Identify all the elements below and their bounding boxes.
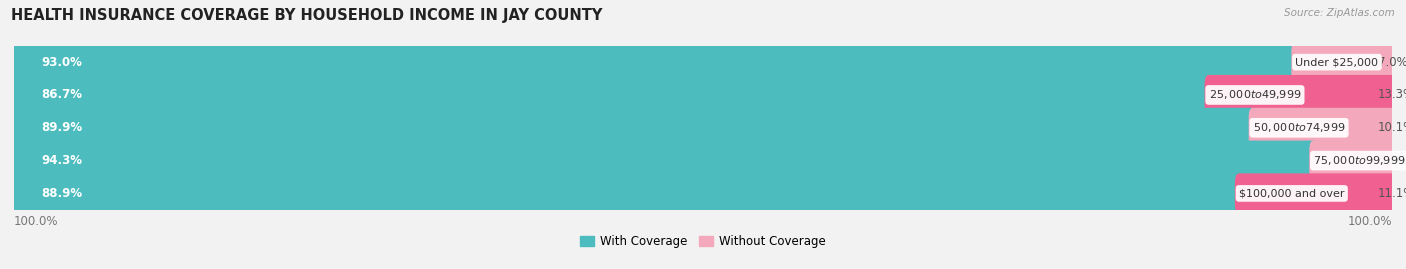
Text: 94.3%: 94.3% — [42, 154, 83, 167]
Text: 88.9%: 88.9% — [42, 187, 83, 200]
FancyBboxPatch shape — [10, 75, 1213, 115]
Text: 89.9%: 89.9% — [42, 121, 83, 134]
Text: $50,000 to $74,999: $50,000 to $74,999 — [1253, 121, 1346, 134]
Text: $25,000 to $49,999: $25,000 to $49,999 — [1209, 89, 1301, 101]
Text: 100.0%: 100.0% — [1347, 215, 1392, 228]
FancyBboxPatch shape — [1249, 108, 1396, 148]
FancyBboxPatch shape — [1291, 42, 1396, 82]
Text: 7.0%: 7.0% — [1378, 56, 1406, 69]
Text: $100,000 and over: $100,000 and over — [1239, 188, 1344, 199]
Text: 93.0%: 93.0% — [42, 56, 83, 69]
FancyBboxPatch shape — [14, 115, 1392, 141]
Text: 5.7%: 5.7% — [1378, 154, 1406, 167]
FancyBboxPatch shape — [14, 147, 1392, 174]
FancyBboxPatch shape — [1205, 75, 1396, 115]
Text: $75,000 to $99,999: $75,000 to $99,999 — [1313, 154, 1406, 167]
FancyBboxPatch shape — [10, 174, 1243, 213]
Text: Under $25,000: Under $25,000 — [1295, 57, 1378, 67]
FancyBboxPatch shape — [1309, 141, 1396, 180]
Text: HEALTH INSURANCE COVERAGE BY HOUSEHOLD INCOME IN JAY COUNTY: HEALTH INSURANCE COVERAGE BY HOUSEHOLD I… — [11, 8, 603, 23]
FancyBboxPatch shape — [1234, 174, 1396, 213]
Text: 10.1%: 10.1% — [1378, 121, 1406, 134]
FancyBboxPatch shape — [10, 108, 1257, 148]
Text: Source: ZipAtlas.com: Source: ZipAtlas.com — [1284, 8, 1395, 18]
Legend: With Coverage, Without Coverage: With Coverage, Without Coverage — [575, 231, 831, 253]
FancyBboxPatch shape — [14, 180, 1392, 207]
FancyBboxPatch shape — [10, 42, 1299, 82]
FancyBboxPatch shape — [14, 49, 1392, 75]
Text: 100.0%: 100.0% — [14, 215, 59, 228]
Text: 11.1%: 11.1% — [1378, 187, 1406, 200]
Text: 13.3%: 13.3% — [1378, 89, 1406, 101]
FancyBboxPatch shape — [10, 141, 1317, 180]
Text: 86.7%: 86.7% — [42, 89, 83, 101]
FancyBboxPatch shape — [14, 82, 1392, 108]
